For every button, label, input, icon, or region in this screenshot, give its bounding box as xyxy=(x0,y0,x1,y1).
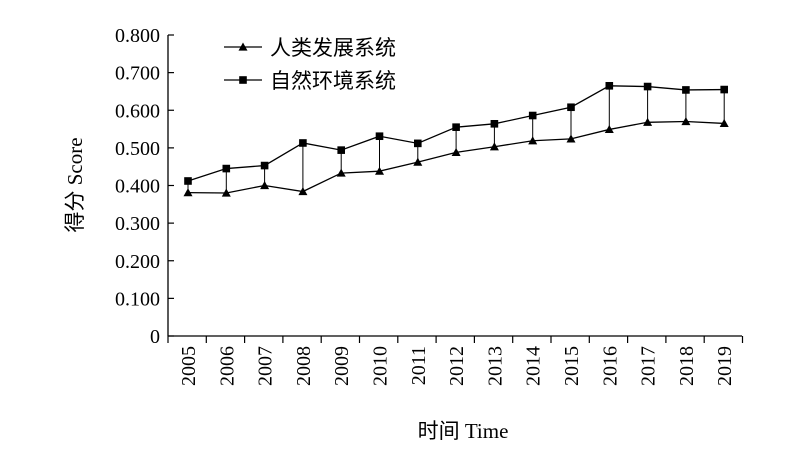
y-tick-label: 0.800 xyxy=(115,25,160,47)
data-point-triangle xyxy=(566,134,576,143)
data-point-square xyxy=(567,103,575,112)
x-tick-label: 2012 xyxy=(446,346,468,386)
x-tick-label: 2006 xyxy=(216,346,238,386)
y-tick-label: 0 xyxy=(150,326,160,348)
y-tick-label: 0.100 xyxy=(115,288,160,310)
data-point-triangle xyxy=(336,168,346,177)
data-point-triangle xyxy=(451,147,461,156)
data-point-square xyxy=(528,111,537,120)
legend-item: 人类发展系统 xyxy=(224,36,396,60)
series-connectors xyxy=(187,85,725,194)
x-tick-label: 2005 xyxy=(178,346,200,386)
legend-marker-square xyxy=(239,76,247,84)
data-point-square xyxy=(337,146,345,154)
y-tick-label: 0.600 xyxy=(115,100,160,122)
legend-item: 自然环境系统 xyxy=(224,69,396,93)
series-group xyxy=(183,81,729,197)
data-point-triangle xyxy=(604,124,614,134)
data-point-triangle xyxy=(260,181,270,190)
data-point-triangle xyxy=(298,187,308,196)
legend-label: 人类发展系统 xyxy=(270,36,396,60)
legend-label: 自然环境系统 xyxy=(270,69,396,93)
data-point-triangle xyxy=(221,188,231,197)
series-1 xyxy=(183,117,729,197)
y-tick-label: 0.500 xyxy=(115,138,160,160)
data-point-square xyxy=(605,81,614,90)
x-axis-title: 时间 Time xyxy=(418,419,509,443)
x-tick-label: 2007 xyxy=(255,346,277,386)
data-point-square xyxy=(184,177,192,185)
y-tick-label: 0.200 xyxy=(115,251,160,273)
data-point-square xyxy=(375,132,384,141)
data-point-square xyxy=(720,85,728,94)
y-axis-title: 得分 Score xyxy=(63,137,87,232)
y-tick-label: 0.300 xyxy=(115,213,160,235)
x-tick-label: 2011 xyxy=(408,346,430,385)
data-point-triangle xyxy=(719,118,729,128)
data-point-square xyxy=(490,119,499,128)
data-point-triangle xyxy=(413,157,423,166)
x-tick-label: 2016 xyxy=(599,346,621,386)
x-tick-label: 2013 xyxy=(484,346,506,386)
legend-marker-triangle xyxy=(238,42,248,51)
data-point-triangle xyxy=(643,117,653,126)
y-tick-label: 0.400 xyxy=(115,176,160,198)
x-tick-label: 2009 xyxy=(331,346,353,386)
x-tick-label: 2018 xyxy=(676,346,698,386)
data-point-triangle xyxy=(528,136,538,145)
data-point-square xyxy=(452,123,460,131)
x-tick-label: 2017 xyxy=(638,346,660,386)
axes: 0 0.100 0.200 0.300 0.400 0.500 0.600 0.700 0.80… xyxy=(115,25,744,386)
data-point-square xyxy=(260,161,269,170)
x-tick-label: 2010 xyxy=(370,346,392,386)
x-tick-label: 2019 xyxy=(714,346,736,386)
data-point-triangle xyxy=(681,117,691,126)
data-point-square xyxy=(682,86,690,94)
data-point-triangle xyxy=(375,166,384,175)
data-point-square xyxy=(299,139,307,147)
series-2 xyxy=(184,81,728,185)
data-point-square xyxy=(414,139,422,148)
y-tick-label: 0.700 xyxy=(115,63,160,85)
data-point-triangle xyxy=(489,142,499,151)
x-tick-label: 2008 xyxy=(293,346,315,386)
x-tick-label: 2015 xyxy=(561,346,583,386)
data-point-square xyxy=(643,82,652,91)
data-point-triangle xyxy=(183,188,193,197)
x-tick-label: 2014 xyxy=(523,346,545,386)
data-point-square xyxy=(222,164,231,173)
